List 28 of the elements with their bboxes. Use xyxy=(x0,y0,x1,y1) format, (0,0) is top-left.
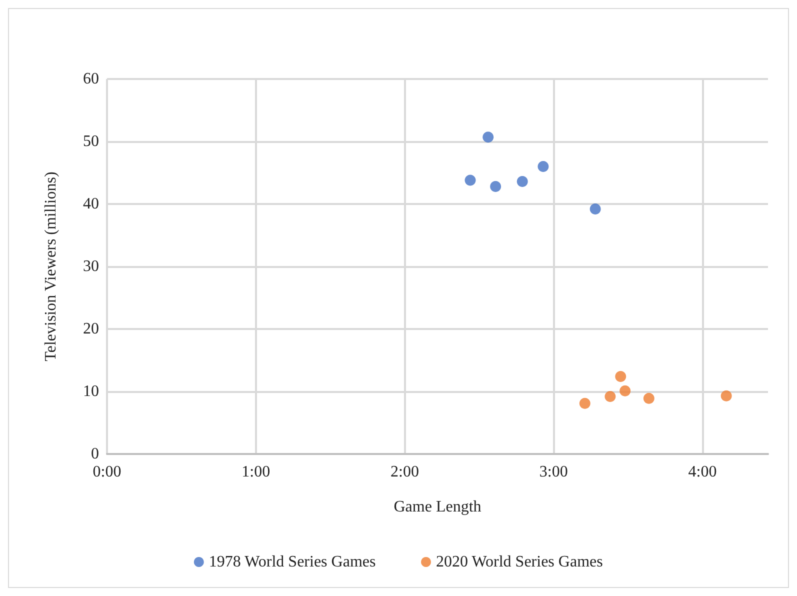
y-tick-label: 20 xyxy=(83,320,99,338)
point xyxy=(643,392,654,404)
point xyxy=(490,181,502,192)
point xyxy=(720,390,732,402)
y-tick-label: 30 xyxy=(83,258,99,275)
point xyxy=(516,176,528,187)
point xyxy=(590,204,601,214)
legend-label: 2020 World Series Games xyxy=(436,554,603,570)
point xyxy=(615,371,626,382)
point xyxy=(482,132,494,143)
x-axis-title: Game Length xyxy=(394,498,482,516)
x-tick-label: 4:00 xyxy=(688,464,717,480)
y-axis-title: Television Viewers (millions) xyxy=(42,172,60,362)
x-tick-label: 1:00 xyxy=(242,464,270,480)
legend-label: 1978 World Series Games xyxy=(208,554,376,570)
y-tick-label: 10 xyxy=(83,383,99,400)
point xyxy=(464,174,476,186)
point xyxy=(620,385,631,396)
y-tick-label: 50 xyxy=(83,133,99,150)
y-tick-label: 60 xyxy=(83,70,99,88)
x-tick-label: 3:00 xyxy=(539,464,568,480)
point xyxy=(579,398,590,409)
x-tick-label: 0:00 xyxy=(92,464,122,480)
point xyxy=(538,161,549,172)
y-tick-label: 0 xyxy=(91,446,99,462)
point xyxy=(604,391,616,402)
y-tick-label: 40 xyxy=(83,196,99,212)
x-tick-label: 2:00 xyxy=(390,464,419,480)
